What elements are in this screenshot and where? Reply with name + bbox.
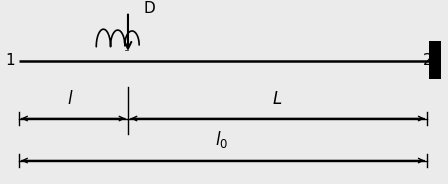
Text: 2: 2: [423, 53, 432, 68]
Text: $L$: $L$: [272, 90, 283, 108]
Text: $l_0$: $l_0$: [215, 129, 228, 150]
Text: D: D: [144, 1, 155, 16]
Bar: [429, 41, 441, 79]
Text: $l$: $l$: [67, 90, 73, 108]
Text: 1: 1: [5, 53, 15, 68]
